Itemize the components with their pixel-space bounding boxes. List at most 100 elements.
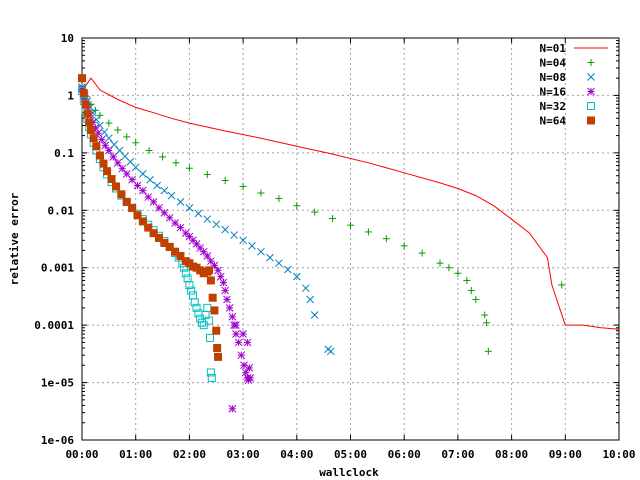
series-n64-point — [86, 126, 95, 135]
series-n32-point — [206, 368, 215, 377]
series-n64-point — [122, 197, 131, 206]
series-n04-point — [123, 133, 131, 141]
series-n04-point — [418, 249, 426, 257]
series-n08-point — [310, 311, 319, 319]
legend-swatch-n04 — [587, 59, 595, 66]
series-n08-point — [212, 220, 221, 229]
series-n04-point — [347, 221, 354, 229]
series-n04-point — [382, 235, 390, 243]
series-n16-point — [113, 158, 122, 167]
series-n16-point — [214, 266, 222, 275]
y-axis-label: relative error — [8, 192, 21, 285]
series-n32-point — [181, 269, 190, 278]
series-n04-point — [454, 269, 462, 277]
series-n08-point — [104, 134, 113, 143]
series-n08-point — [239, 236, 247, 245]
series-n04-point — [114, 126, 122, 134]
x-tick-label: 02:00 — [173, 448, 206, 461]
series-n32-point — [197, 318, 206, 327]
legend-swatch-n64 — [587, 116, 595, 125]
series-n04-point — [257, 189, 265, 197]
series-n04-point — [239, 182, 247, 190]
series-n04-point — [311, 208, 319, 216]
series-n04-point — [159, 153, 167, 161]
series-n04 — [78, 83, 566, 355]
series-n64-point — [112, 182, 121, 191]
series-n64-point — [149, 229, 158, 238]
series-n04-point — [445, 264, 453, 272]
legend-label-n32: N=32 — [540, 100, 567, 113]
y-tick-label: 1e-06 — [41, 434, 74, 447]
legend-swatch-n32 — [587, 102, 595, 110]
axis-ticks: 00:00 01:00 02:00 03:00 04:00 05:00 06:00 07:00… — [34, 32, 635, 461]
y-tick-label: 0.001 — [41, 262, 74, 275]
y-tick-label: 0.0001 — [34, 319, 74, 332]
series-n16-point — [228, 312, 237, 321]
series-n16-point — [241, 368, 250, 377]
series-n64-point — [213, 343, 222, 352]
series-n64-point — [103, 167, 112, 176]
series-n01 — [81, 77, 620, 330]
series-n64-point — [89, 134, 98, 143]
series-n08-point — [266, 253, 274, 262]
series-n16-point — [101, 141, 110, 150]
series-n08-point — [146, 175, 154, 184]
series-n08 — [78, 83, 335, 356]
series-n16-point — [139, 186, 147, 195]
series-n16-point — [239, 330, 247, 338]
series-n16-point — [234, 338, 243, 347]
series-n64-point — [214, 352, 223, 361]
data-series — [78, 74, 620, 413]
series-n64-point — [107, 175, 116, 184]
series-n04-point — [481, 311, 489, 319]
series-n08-point — [221, 225, 230, 234]
series-n04-point — [400, 242, 408, 250]
series-n64-point — [81, 100, 90, 109]
series-n64-point — [78, 74, 86, 83]
series-n16-point — [237, 351, 246, 360]
series-n64-point — [165, 242, 174, 251]
x-tick-label: 00:00 — [65, 448, 98, 461]
series-n08-point — [160, 186, 169, 195]
series-n16-point — [171, 219, 179, 227]
series-n16-point — [232, 330, 240, 338]
x-tick-label: 09:00 — [549, 448, 582, 461]
y-tick-label: 0.01 — [48, 204, 75, 217]
series-n16-point — [219, 278, 228, 287]
series-n64-point — [99, 159, 108, 168]
y-tick-label: 0.1 — [54, 147, 74, 160]
series-n64-point — [133, 211, 142, 220]
series-n04-point — [221, 177, 229, 185]
series-n64-point — [171, 247, 180, 256]
series-n32-point — [207, 374, 216, 383]
series-n04-point — [105, 119, 113, 127]
series-n04-point — [275, 195, 283, 203]
series-n04-point — [203, 170, 211, 178]
series-n32 — [78, 86, 216, 383]
series-n64-point — [212, 326, 221, 335]
series-n04-point — [145, 146, 153, 154]
series-n64-point — [79, 89, 88, 98]
series-n16-point — [104, 146, 113, 155]
series-n16-point — [109, 153, 118, 161]
series-n16-point — [223, 295, 231, 304]
series-n32-point — [185, 281, 194, 290]
series-n32-point — [199, 321, 208, 330]
series-n08-point — [185, 204, 194, 212]
series-n32-point — [205, 316, 214, 325]
series-n08-point — [248, 242, 256, 250]
x-tick-label: 08:00 — [495, 448, 528, 461]
legend-swatch-n16 — [587, 87, 595, 96]
series-n32-point — [203, 303, 212, 312]
series-n32-point — [188, 291, 197, 300]
series-n16-point — [221, 286, 230, 295]
x-tick-label: 03:00 — [227, 448, 260, 461]
series-n04-point — [185, 164, 193, 172]
series-n16-point — [225, 304, 234, 312]
series-n04-point — [558, 281, 566, 289]
series-n04-point — [484, 347, 492, 355]
series-n64-point — [128, 203, 137, 212]
series-n08-point — [139, 170, 147, 178]
y-tick-label: 1 — [67, 89, 74, 102]
